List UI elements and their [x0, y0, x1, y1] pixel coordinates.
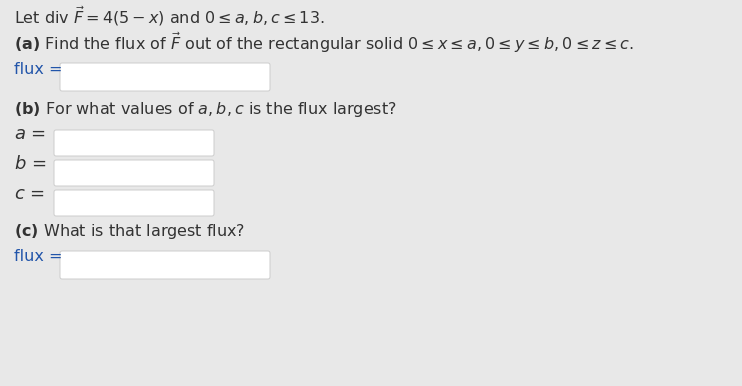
Text: flux =: flux = [14, 62, 68, 77]
FancyBboxPatch shape [54, 130, 214, 156]
FancyBboxPatch shape [60, 63, 270, 91]
FancyBboxPatch shape [54, 160, 214, 186]
Text: $\mathbf{(c)}$ What is that largest flux?: $\mathbf{(c)}$ What is that largest flux… [14, 222, 246, 241]
Text: Let div $\vec{F} = 4(5 - x)$ and $0 \leq a, b, c \leq 13$.: Let div $\vec{F} = 4(5 - x)$ and $0 \leq… [14, 5, 325, 29]
Text: $\mathbf{(a)}$ Find the flux of $\vec{F}$ out of the rectangular solid $0 \leq x: $\mathbf{(a)}$ Find the flux of $\vec{F}… [14, 31, 634, 55]
FancyBboxPatch shape [54, 190, 214, 216]
Text: $a$ =: $a$ = [14, 125, 47, 143]
FancyBboxPatch shape [60, 251, 270, 279]
Text: $b$ =: $b$ = [14, 155, 48, 173]
Text: $\mathbf{(b)}$ For what values of $a, b, c$ is the flux largest?: $\mathbf{(b)}$ For what values of $a, b,… [14, 100, 397, 119]
Text: flux =: flux = [14, 249, 68, 264]
Text: $c$ =: $c$ = [14, 185, 47, 203]
